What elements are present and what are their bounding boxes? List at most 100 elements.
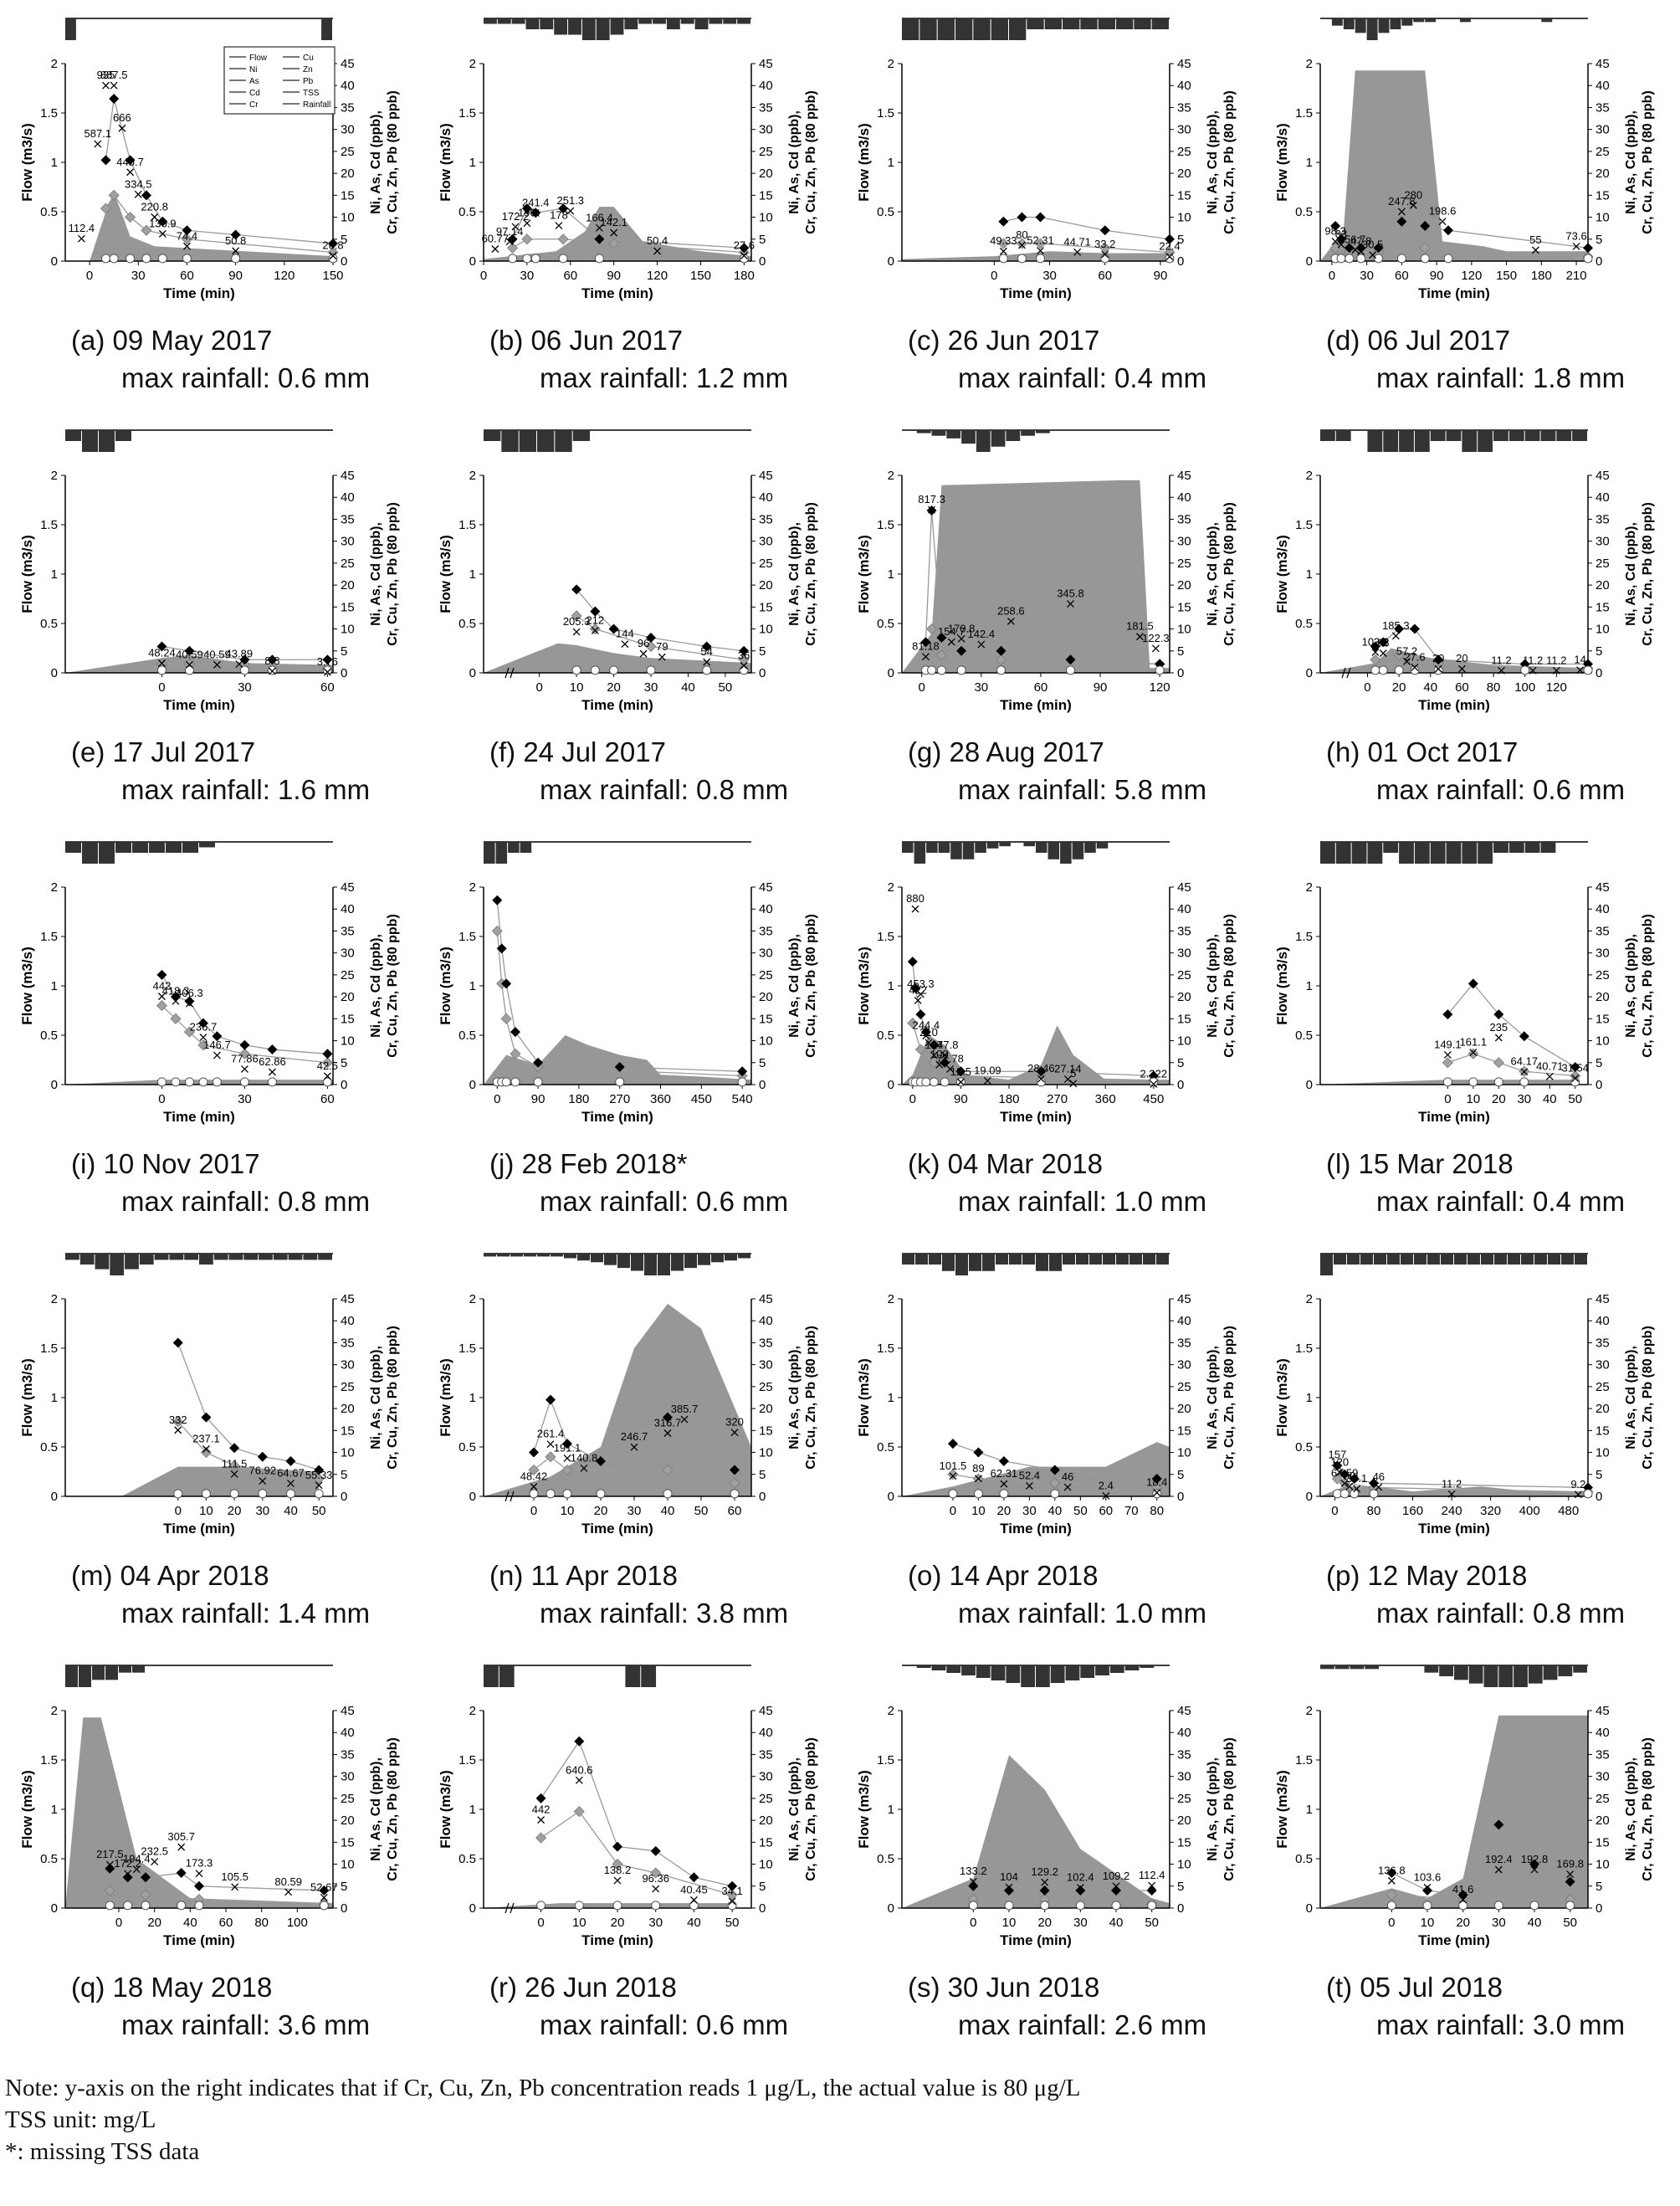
ni-point bbox=[194, 1880, 204, 1891]
rain-bar bbox=[1390, 18, 1401, 29]
rain-bar bbox=[1524, 430, 1540, 441]
cd-point bbox=[522, 254, 532, 264]
rain-bar bbox=[1575, 1254, 1587, 1265]
caption-rainfall: max rainfall: 2.6 mm bbox=[958, 2009, 1207, 2040]
tss-label: 149.1 bbox=[1434, 1038, 1462, 1050]
chart-panel-s: 0 0.5 1 1.5 2 0 5 10 15 20 25 30 35 40 45 0 10 20 30 40 50 Ti… bbox=[837, 1647, 1255, 2057]
y-left-tick-label: 0.5 bbox=[40, 1029, 58, 1043]
y-left-tick-label: 2 bbox=[51, 469, 58, 483]
rain-bar bbox=[624, 18, 638, 29]
tss-point bbox=[969, 1877, 977, 1885]
tss-point bbox=[922, 1032, 930, 1040]
y-left-tick-label: 0.5 bbox=[1295, 617, 1313, 631]
rain-bar bbox=[1424, 1665, 1439, 1673]
zn-point bbox=[645, 640, 657, 653]
y-right-tick-label: 40 bbox=[1177, 902, 1191, 916]
tss-label: 418.3 bbox=[162, 984, 190, 997]
y-left-tick-label: 2 bbox=[51, 1704, 58, 1718]
y-right-tick-label: 45 bbox=[1595, 469, 1610, 483]
rain-bar bbox=[1414, 1254, 1426, 1265]
cd-point bbox=[1050, 1489, 1060, 1499]
y-right-tick-label: 40 bbox=[341, 902, 355, 916]
caption-rainfall: max rainfall: 0.4 mm bbox=[958, 362, 1207, 393]
rain-bar bbox=[577, 1254, 590, 1261]
cd-point bbox=[999, 1489, 1009, 1499]
y-left-tick-label: 2 bbox=[469, 1704, 476, 1718]
tss-point bbox=[999, 247, 1007, 255]
y-right-tick-label: 15 bbox=[1177, 600, 1191, 614]
rain-bar bbox=[919, 18, 937, 40]
ni-point bbox=[105, 1863, 115, 1874]
y-left-tick-label: 0.5 bbox=[458, 1029, 476, 1043]
tss-point bbox=[1379, 649, 1387, 658]
x-tick-label: 360 bbox=[650, 1092, 671, 1106]
rain-bar bbox=[709, 18, 723, 24]
x-axis-title: Time (min) bbox=[1418, 285, 1490, 301]
y-right-tick-label: 35 bbox=[1595, 100, 1610, 115]
tss-point bbox=[1469, 1049, 1478, 1057]
ni-point bbox=[1493, 1819, 1504, 1830]
ni-point bbox=[1151, 1474, 1162, 1485]
y-right-tick-label: 35 bbox=[1177, 924, 1191, 938]
y-right-tick-label: 20 bbox=[1177, 167, 1191, 181]
y-right-title-2: Cr, Cu, Zn, Pb (80 ppb) bbox=[1641, 1737, 1655, 1881]
tss-point bbox=[231, 1883, 239, 1891]
x-tick-label: 400 bbox=[1519, 1504, 1540, 1518]
tss-point bbox=[1335, 1468, 1344, 1476]
zn-line bbox=[1375, 654, 1589, 669]
y-right-title-1: Ni, As, Cd (ppb), bbox=[369, 522, 383, 626]
y-left-tick-label: 2 bbox=[888, 469, 894, 483]
tss-label: 178 bbox=[550, 209, 568, 222]
ni-point bbox=[229, 1443, 240, 1454]
ni-point bbox=[1378, 637, 1389, 648]
y-left-tick-label: 0.5 bbox=[458, 205, 476, 219]
tss-point bbox=[284, 1888, 293, 1896]
ni-point bbox=[1146, 1885, 1157, 1896]
cd-point bbox=[968, 1901, 978, 1911]
y-right-title-2: Cr, Cu, Zn, Pb (80 ppb) bbox=[386, 90, 400, 234]
rain-bar bbox=[1089, 1254, 1102, 1265]
y-left-tick-label: 0 bbox=[888, 1490, 894, 1504]
ni-point bbox=[176, 1868, 187, 1879]
x-tick-label: 40 bbox=[1109, 1916, 1124, 1930]
tss-label: 241.4 bbox=[522, 196, 550, 208]
tss-point bbox=[134, 190, 142, 198]
zn-point bbox=[612, 1858, 623, 1870]
axis-break bbox=[505, 1490, 510, 1502]
tss-label: 89 bbox=[972, 1462, 984, 1475]
cd-point bbox=[1369, 1489, 1379, 1499]
cd-point bbox=[184, 665, 194, 675]
rain-bar bbox=[1541, 18, 1553, 23]
ni-point bbox=[285, 1456, 296, 1467]
rain-bar bbox=[497, 1254, 510, 1257]
ni-point bbox=[492, 895, 503, 905]
tss-point bbox=[531, 208, 540, 217]
rain-bar bbox=[259, 1254, 273, 1260]
rain-bar bbox=[1454, 1665, 1468, 1680]
tss-label: 20 bbox=[1456, 652, 1467, 664]
tss-point bbox=[1552, 666, 1560, 675]
y-right-tick-label: 15 bbox=[1177, 1424, 1191, 1438]
x-tick-label: 60 bbox=[320, 1092, 335, 1106]
zn-point bbox=[125, 211, 136, 223]
y-right-tick-label: 15 bbox=[1595, 600, 1610, 614]
tss-label: 40.45 bbox=[680, 1883, 708, 1896]
rain-bar bbox=[1116, 18, 1134, 29]
caption-date: (k) 04 Mar 2018 bbox=[908, 1148, 1103, 1179]
zn-point bbox=[545, 1451, 556, 1463]
y-left-title: Flow (m3/s) bbox=[1274, 947, 1290, 1025]
y-right-tick-label: 10 bbox=[1177, 211, 1191, 225]
y-right-title-2: Cr, Cu, Zn, Pb (80 ppb) bbox=[1641, 1326, 1655, 1470]
ni-point bbox=[122, 1872, 133, 1883]
ni-line bbox=[496, 900, 743, 1072]
zn-point bbox=[183, 1026, 196, 1038]
tss-point bbox=[132, 1865, 141, 1874]
rain-bar bbox=[666, 18, 680, 29]
y-left-tick-label: 1 bbox=[888, 567, 894, 582]
caption-rainfall: max rainfall: 0.4 mm bbox=[1376, 1186, 1626, 1217]
tss-label: 817.3 bbox=[918, 493, 945, 505]
x-tick-label: 540 bbox=[732, 1092, 753, 1106]
tss-point bbox=[1576, 666, 1585, 675]
tss-point bbox=[956, 1078, 965, 1086]
tss-point bbox=[610, 228, 618, 237]
